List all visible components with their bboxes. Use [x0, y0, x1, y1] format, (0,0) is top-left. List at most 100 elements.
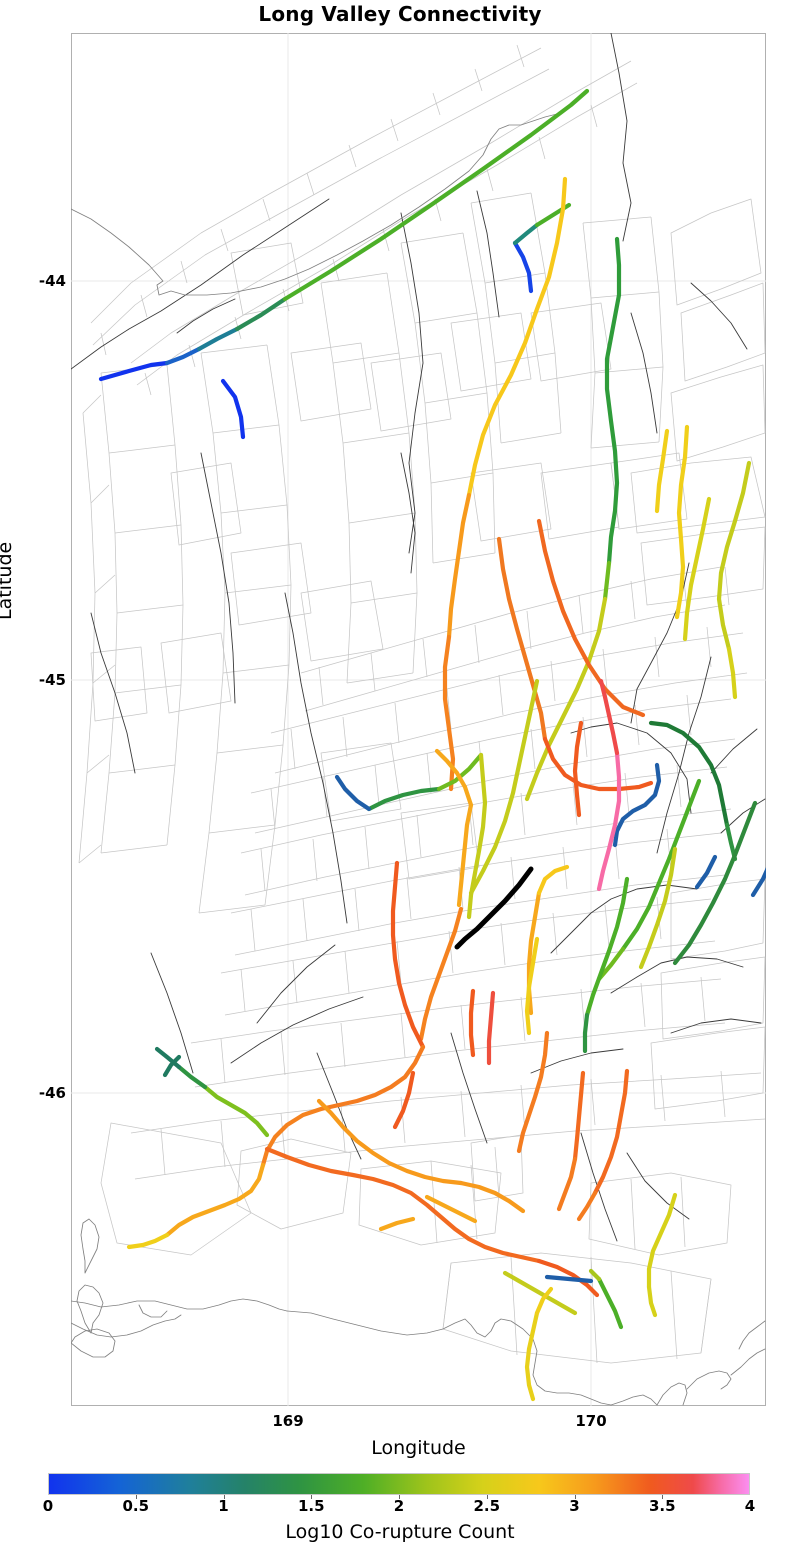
connectivity-path — [544, 1274, 594, 1284]
connectivity-path — [512, 222, 540, 246]
fault-traces — [71, 33, 766, 1242]
connectivity-path — [468, 678, 540, 896]
connectivity-path — [264, 1146, 542, 1264]
y-axis-ticks: -44 -45 -46 — [0, 33, 66, 1406]
page-title: Long Valley Connectivity — [258, 2, 542, 26]
connectivity-path — [682, 496, 712, 642]
colorbar-gradient — [48, 1473, 750, 1495]
coastline — [71, 112, 766, 1406]
colorbar-tick-label: 0 — [42, 1497, 54, 1515]
connectivity-path — [390, 860, 426, 1050]
connectivity-path — [442, 634, 456, 792]
connectivity-path — [466, 176, 568, 498]
connectivity-path — [716, 460, 752, 652]
connectivity-path — [596, 1276, 624, 1330]
y-tick-label: -44 — [38, 272, 66, 290]
connectivity-path — [694, 854, 718, 890]
connectivity-path — [196, 326, 240, 352]
connectivity-path — [524, 936, 540, 1036]
connectivity-path — [620, 778, 702, 952]
connectivity-path — [446, 548, 462, 640]
connectivity-path — [126, 1232, 170, 1250]
connectivity-path — [572, 720, 584, 818]
connectivity-path — [334, 774, 372, 812]
connectivity-path — [366, 786, 442, 812]
connectivity-path — [458, 1180, 526, 1214]
connectivity-path — [202, 1084, 270, 1138]
map-plot-area[interactable] — [71, 33, 766, 1406]
connectivity-path — [674, 564, 686, 620]
connectivity-path — [556, 1156, 578, 1212]
connectivity-path — [524, 1310, 540, 1402]
connectivity-path — [418, 906, 464, 1042]
connectivity-path — [164, 1162, 266, 1238]
connectivity-path — [378, 1216, 416, 1232]
connectivity-path — [524, 596, 608, 802]
connectivity-paths[interactable] — [98, 88, 766, 1402]
connectivity-path — [606, 712, 620, 756]
connectivity-path — [612, 762, 662, 848]
connectivity-path — [434, 748, 474, 808]
connectivity-path — [676, 424, 690, 570]
connectivity-map[interactable] — [71, 33, 766, 1406]
connectivity-path — [596, 750, 622, 892]
connectivity-path — [648, 720, 730, 828]
connectivity-path — [456, 802, 474, 908]
connectivity-path — [584, 876, 630, 1018]
connectivity-path — [588, 1268, 602, 1282]
colorbar-tick-label: 3.5 — [648, 1497, 676, 1515]
connectivity-path — [176, 1064, 208, 1090]
y-tick-label: -46 — [38, 1084, 66, 1102]
colorbar-ticks: 0 0.5 1 1.5 2 2.5 3 3.5 4 — [43, 1497, 755, 1519]
connectivity-path — [646, 1284, 658, 1318]
connectivity-path — [604, 236, 622, 566]
colorbar-tick-label: 3 — [569, 1497, 580, 1515]
connectivity-path — [234, 296, 288, 332]
connectivity-path — [542, 736, 654, 792]
connectivity-path — [98, 360, 170, 382]
colorbar-tick-label: 1.5 — [297, 1497, 325, 1515]
connectivity-path — [598, 678, 612, 718]
y-tick-label: -45 — [38, 671, 66, 689]
colorbar-tick-mark — [486, 1495, 488, 1499]
colorbar-tick-mark — [311, 1495, 313, 1499]
connectivity-path — [468, 988, 476, 1058]
connectivity-path — [572, 1070, 586, 1162]
connectivity-path — [486, 990, 496, 1066]
connectivity-path — [582, 1012, 590, 1054]
x-tick-label: 170 — [575, 1412, 607, 1430]
connectivity-path — [282, 88, 590, 302]
connectivity-path — [750, 867, 766, 898]
colorbar-tick-label: 4 — [744, 1497, 756, 1515]
connectivity-path — [392, 1070, 416, 1130]
colorbar-tick-mark — [399, 1495, 400, 1499]
connectivity-path — [596, 946, 626, 982]
connectivity-path — [536, 518, 646, 718]
y-axis-label: Latitude — [0, 541, 16, 620]
connectivity-path — [654, 428, 670, 514]
x-tick-label: 169 — [272, 1412, 304, 1430]
colorbar-tick-label: 0.5 — [122, 1497, 150, 1515]
colorbar-tick-mark — [223, 1495, 225, 1499]
connectivity-path — [638, 846, 678, 970]
connectivity-path — [534, 1286, 554, 1316]
connectivity-path — [576, 1190, 598, 1222]
connectivity-path — [164, 346, 202, 366]
connectivity-path — [516, 1030, 550, 1154]
x-axis-ticks: 169 170 — [71, 1412, 766, 1434]
colorbar-tick-mark — [662, 1495, 664, 1499]
x-axis-label: Longitude — [371, 1437, 466, 1459]
connectivity-path — [260, 1106, 324, 1168]
connectivity-path — [316, 1098, 464, 1186]
colorbar[interactable] — [48, 1473, 750, 1495]
connectivity-path — [602, 560, 612, 602]
reference-fault-line — [454, 866, 534, 950]
connectivity-path — [496, 536, 548, 742]
connectivity-path — [592, 1068, 630, 1196]
connectivity-path — [502, 1270, 578, 1316]
colorbar-tick-label: 2.5 — [473, 1497, 501, 1515]
plot-frame — [71, 33, 766, 1406]
connectivity-path — [424, 1194, 478, 1224]
colorbar-label: Log10 Co-rupture Count — [285, 1521, 515, 1543]
connectivity-path — [456, 492, 472, 554]
